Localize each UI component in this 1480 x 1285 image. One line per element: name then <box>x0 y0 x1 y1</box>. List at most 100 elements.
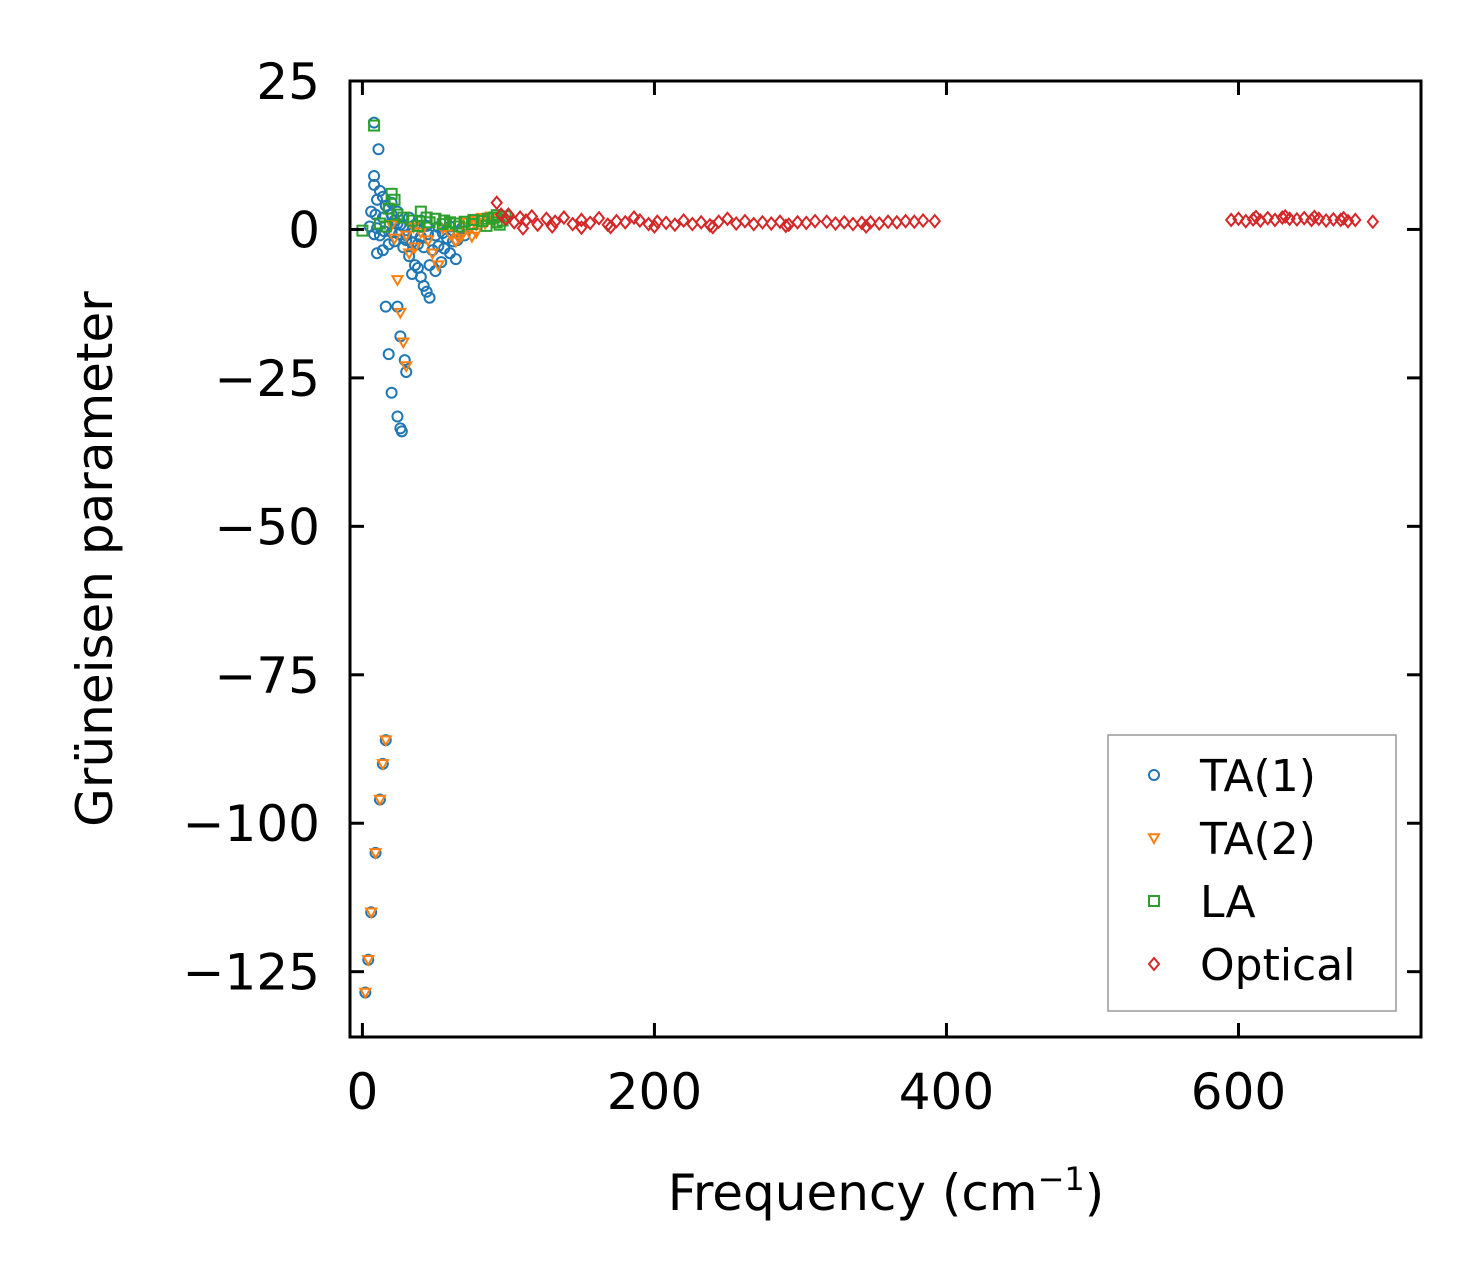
x-axis-label-superscript: −1 <box>1038 1160 1085 1198</box>
data-point <box>449 236 463 249</box>
data-point <box>408 242 422 255</box>
data-point <box>398 354 411 367</box>
data-point <box>465 218 478 231</box>
data-point <box>395 425 408 438</box>
data-point <box>417 279 430 292</box>
data-point <box>531 217 544 233</box>
data-point <box>677 212 690 229</box>
legend: TA(1) TA(2) LA Optical <box>1107 734 1397 1012</box>
data-point <box>420 285 433 298</box>
data-point <box>1278 208 1292 224</box>
data-point <box>452 220 465 233</box>
data-point <box>756 214 769 230</box>
legend-marker <box>1148 895 1160 907</box>
data-point <box>403 250 416 263</box>
data-point <box>379 735 393 748</box>
x-tick-label: 200 <box>607 1063 702 1121</box>
data-point <box>1312 211 1326 227</box>
data-point <box>480 219 493 232</box>
data-point <box>545 218 559 235</box>
data-point <box>1297 210 1311 226</box>
data-point <box>390 275 405 287</box>
legend-marker <box>1148 769 1160 781</box>
data-point <box>368 119 381 132</box>
data-point <box>465 231 479 244</box>
x-axis-label-close: ) <box>1085 1164 1105 1222</box>
data-point <box>575 212 588 228</box>
data-point <box>1334 212 1347 228</box>
legend-label: TA(1) <box>1199 751 1316 802</box>
data-point <box>881 214 895 230</box>
legend-marker <box>1147 833 1161 846</box>
data-point <box>525 208 539 224</box>
y-tick-label: −50 <box>214 498 320 556</box>
data-point <box>379 220 392 233</box>
data-point <box>557 210 571 226</box>
data-point <box>659 215 673 231</box>
y-tick-label: 0 <box>288 201 320 259</box>
data-point <box>773 214 787 230</box>
y-tick-label: −25 <box>214 350 320 408</box>
data-point <box>668 217 682 233</box>
data-point <box>358 987 373 1000</box>
data-point <box>820 214 834 230</box>
legend-item: TA(2) <box>1147 814 1316 865</box>
data-point <box>627 210 641 226</box>
legend-label: TA(2) <box>1199 814 1316 865</box>
data-point <box>502 207 515 223</box>
data-point <box>490 195 504 211</box>
data-point <box>391 410 404 423</box>
legend-label: LA <box>1200 877 1256 928</box>
legend-box <box>1107 734 1397 1012</box>
data-point <box>779 218 793 234</box>
data-point <box>499 211 512 227</box>
data-point <box>1249 209 1263 225</box>
data-point <box>1232 211 1245 227</box>
data-point <box>361 955 375 967</box>
data-point <box>400 234 413 247</box>
data-point <box>382 238 395 251</box>
data-point <box>513 210 527 226</box>
legend-marker <box>1147 956 1161 972</box>
data-point <box>421 235 435 248</box>
data-point <box>633 212 647 229</box>
data-point <box>516 220 530 236</box>
x-tick-label: 600 <box>1191 1063 1286 1121</box>
data-point <box>411 262 424 275</box>
data-point <box>411 219 424 232</box>
data-point <box>423 216 436 229</box>
data-point <box>393 307 408 320</box>
data-point <box>391 208 404 221</box>
data-point <box>566 216 579 232</box>
data-point <box>368 848 383 860</box>
data-point <box>371 247 384 260</box>
data-point <box>399 361 413 374</box>
data-point <box>837 214 851 230</box>
data-point <box>436 218 449 231</box>
x-axis-label-main: Frequency (cm <box>668 1164 1038 1222</box>
y-tick-label: −100 <box>183 795 320 853</box>
data-point <box>432 240 445 253</box>
data-point <box>648 218 661 235</box>
data-point <box>379 300 392 313</box>
y-tick-label: −75 <box>214 647 320 705</box>
data-point <box>400 365 413 378</box>
data-point <box>396 337 411 350</box>
data-point <box>859 218 873 235</box>
data-point <box>808 213 822 229</box>
data-point <box>592 210 606 226</box>
data-point <box>452 233 466 246</box>
data-point <box>575 220 588 236</box>
data-point <box>899 213 912 229</box>
y-axis-label: Grüneisen parameter <box>66 291 124 827</box>
data-point <box>1348 212 1362 228</box>
data-point <box>791 214 804 230</box>
data-point <box>1261 210 1274 226</box>
data-point <box>1308 209 1321 225</box>
data-point <box>364 907 378 920</box>
data-point <box>738 213 752 229</box>
data-point <box>385 386 398 399</box>
legend-item: TA(1) <box>1148 751 1316 802</box>
